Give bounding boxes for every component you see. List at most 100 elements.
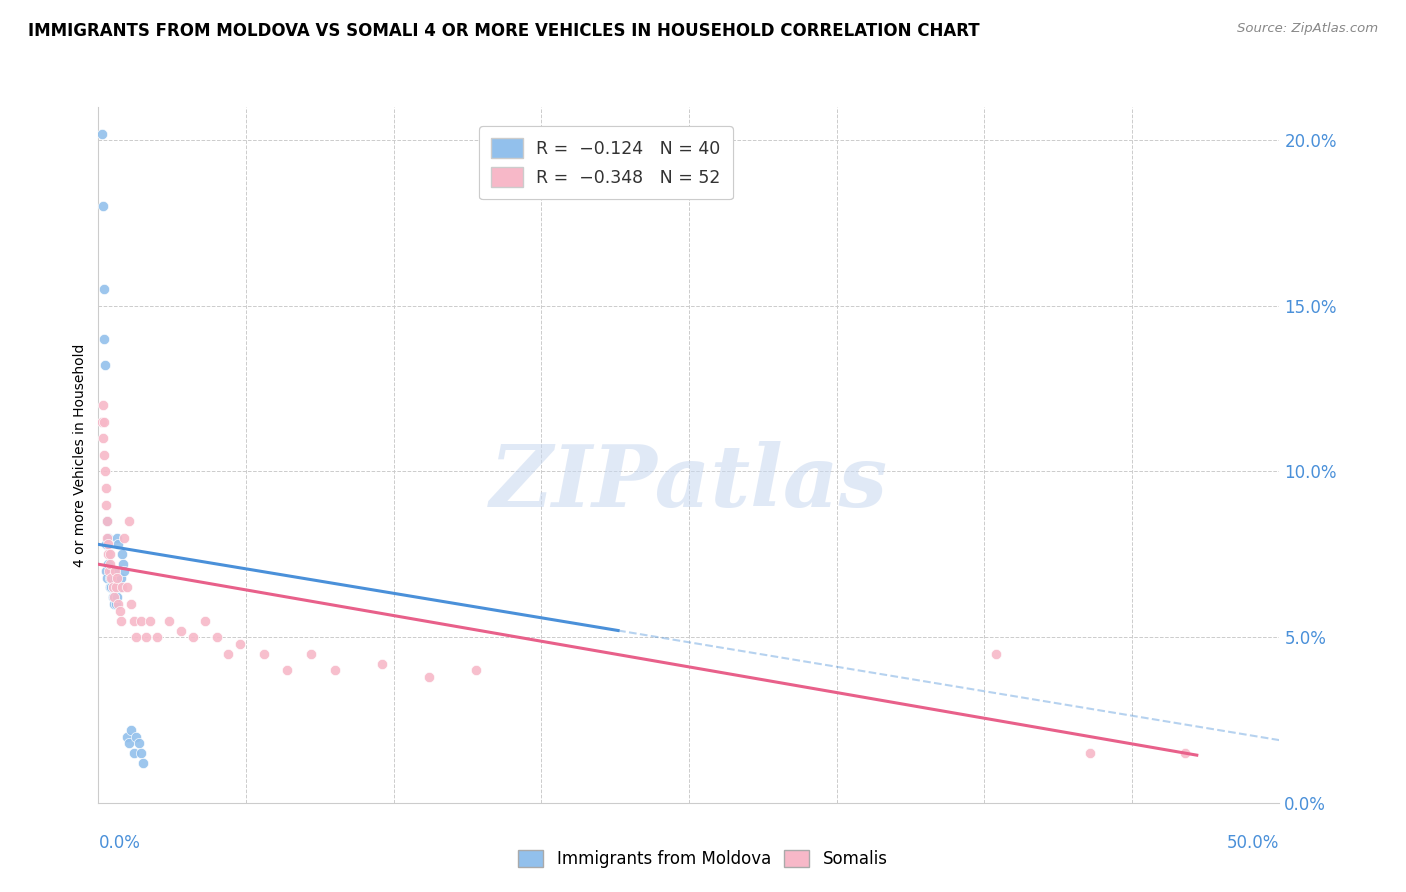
Point: [112, 531, 135, 545]
Point: [112, 558, 135, 572]
Point: [94, 537, 117, 551]
Point: [129, 614, 152, 628]
Point: [205, 630, 228, 644]
Point: [97, 531, 120, 545]
Text: Source: ZipAtlas.com: Source: ZipAtlas.com: [1237, 22, 1378, 36]
Point: [100, 570, 122, 584]
Point: [984, 647, 1007, 661]
Point: [96, 531, 118, 545]
Point: [105, 597, 128, 611]
Point: [107, 597, 129, 611]
Point: [107, 537, 129, 551]
Point: [93, 415, 115, 429]
Point: [1080, 746, 1102, 760]
Point: [93, 332, 115, 346]
Point: [98, 547, 121, 561]
Point: [96, 514, 118, 528]
Point: [465, 663, 488, 677]
Point: [110, 614, 132, 628]
Point: [112, 564, 135, 578]
Point: [94, 564, 117, 578]
Point: [100, 564, 122, 578]
Point: [98, 581, 121, 595]
Point: [100, 581, 122, 595]
Point: [418, 670, 440, 684]
Point: [146, 630, 169, 644]
Point: [108, 581, 131, 595]
Point: [108, 604, 131, 618]
Point: [104, 564, 127, 578]
Point: [135, 630, 157, 644]
Point: [105, 591, 128, 605]
Point: [98, 547, 121, 561]
Point: [104, 581, 127, 595]
Point: [97, 547, 120, 561]
Point: [115, 581, 138, 595]
Point: [101, 591, 124, 605]
Point: [122, 746, 145, 760]
Point: [97, 537, 120, 551]
Point: [103, 597, 125, 611]
Point: [217, 647, 239, 661]
Y-axis label: 4 or more Vehicles in Household: 4 or more Vehicles in Household: [73, 343, 87, 566]
Point: [139, 614, 162, 628]
Legend: Immigrants from Moldova, Somalis: Immigrants from Moldova, Somalis: [512, 843, 894, 875]
Point: [104, 570, 127, 584]
Point: [229, 637, 252, 651]
Text: 50.0%: 50.0%: [1227, 834, 1279, 852]
Point: [98, 564, 121, 578]
Point: [253, 647, 276, 661]
Point: [128, 736, 150, 750]
Point: [157, 614, 180, 628]
Text: 0.0%: 0.0%: [98, 834, 141, 852]
Point: [105, 570, 128, 584]
Point: [94, 465, 117, 479]
Point: [118, 736, 141, 750]
Point: [91, 431, 114, 445]
Point: [125, 630, 148, 644]
Point: [91, 398, 114, 412]
Legend: R =  −0.124   N = 40, R =  −0.348   N = 52: R = −0.124 N = 40, R = −0.348 N = 52: [479, 126, 733, 199]
Point: [125, 730, 148, 744]
Point: [110, 570, 132, 584]
Point: [101, 581, 124, 595]
Point: [98, 570, 121, 584]
Point: [98, 558, 121, 572]
Point: [111, 581, 134, 595]
Point: [91, 199, 114, 213]
Point: [118, 514, 141, 528]
Point: [103, 591, 125, 605]
Text: ZIPatlas: ZIPatlas: [489, 441, 889, 524]
Point: [170, 624, 193, 638]
Point: [132, 756, 155, 770]
Point: [91, 415, 114, 429]
Point: [91, 127, 114, 141]
Point: [276, 663, 298, 677]
Point: [105, 531, 128, 545]
Text: IMMIGRANTS FROM MOLDOVA VS SOMALI 4 OR MORE VEHICLES IN HOUSEHOLD CORRELATION CH: IMMIGRANTS FROM MOLDOVA VS SOMALI 4 OR M…: [28, 22, 980, 40]
Point: [1174, 746, 1197, 760]
Point: [103, 564, 125, 578]
Point: [299, 647, 322, 661]
Point: [101, 581, 124, 595]
Point: [111, 547, 134, 561]
Point: [323, 663, 346, 677]
Point: [96, 514, 118, 528]
Point: [121, 597, 143, 611]
Point: [94, 359, 117, 373]
Point: [115, 730, 138, 744]
Point: [97, 558, 120, 572]
Point: [93, 448, 115, 462]
Point: [94, 498, 117, 512]
Point: [93, 282, 115, 296]
Point: [371, 657, 394, 671]
Point: [122, 614, 145, 628]
Point: [105, 581, 128, 595]
Point: [129, 746, 152, 760]
Point: [101, 570, 124, 584]
Point: [194, 614, 217, 628]
Point: [96, 570, 118, 584]
Point: [181, 630, 204, 644]
Point: [94, 481, 117, 495]
Point: [121, 723, 143, 737]
